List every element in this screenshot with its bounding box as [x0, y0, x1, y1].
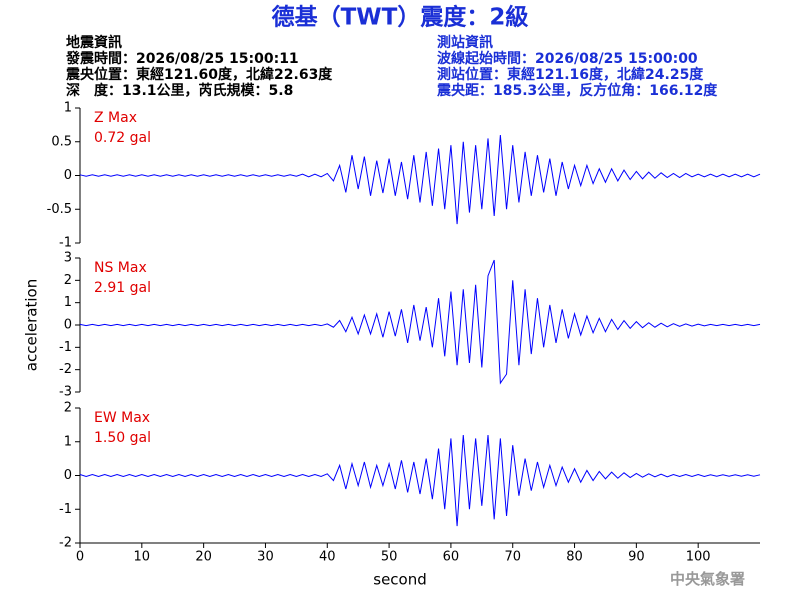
credit: 中央氣象署 — [670, 570, 745, 588]
x-tick-label: 30 — [257, 550, 274, 565]
y-tick-label: -1 — [59, 236, 72, 251]
info-line: 發震時間：2026/08/25 15:00:11 — [65, 50, 299, 67]
component-label: NS Max — [94, 260, 147, 276]
x-tick-label: 80 — [566, 550, 583, 565]
x-tick-label: 60 — [443, 550, 460, 565]
y-tick-label: -2 — [59, 536, 72, 551]
waveform — [79, 134, 761, 225]
y-axis-label: acceleration — [23, 279, 41, 371]
component-label: Z Max — [94, 110, 137, 126]
x-axis-label: second — [373, 571, 427, 589]
y-tick-label: -2 — [59, 362, 72, 377]
component-label: EW Max — [94, 410, 150, 426]
y-tick-label: -3 — [59, 385, 72, 400]
title: 德基（TWT）震度：2級 — [272, 4, 529, 31]
max-label: 0.72 gal — [94, 130, 151, 146]
y-tick-label: 1 — [64, 295, 72, 310]
y-tick-label: 1 — [64, 101, 72, 116]
x-tick-label: 20 — [195, 550, 212, 565]
y-tick-label: 0 — [64, 468, 72, 483]
x-tick-label: 50 — [381, 550, 398, 565]
y-tick-label: 0 — [64, 168, 72, 183]
y-tick-label: 1 — [64, 434, 72, 449]
x-tick-label: 70 — [504, 550, 521, 565]
x-tick-label: 10 — [134, 550, 151, 565]
y-tick-label: -1 — [59, 340, 72, 355]
info-line: 震央位置：東經121.60度，北緯22.63度 — [65, 66, 333, 83]
y-tick-label: -1 — [59, 502, 72, 517]
info-line: 深 度：13.1公里，芮氏規模：5.8 — [66, 82, 293, 99]
x-tick-label: 40 — [319, 550, 336, 565]
station-line: 波線起始時間：2026/08/25 15:00:00 — [437, 50, 698, 67]
max-label: 1.50 gal — [94, 430, 151, 446]
y-tick-label: 2 — [64, 273, 72, 288]
x-tick-label: 0 — [76, 550, 84, 565]
y-tick-label: 3 — [64, 251, 72, 266]
station-line: 測站位置：東經121.16度，北緯24.25度 — [437, 66, 704, 83]
waveform — [79, 259, 761, 385]
y-tick-label: -0.5 — [47, 202, 72, 217]
station-line: 測站資訊 — [437, 34, 493, 51]
y-tick-label: 0.5 — [51, 134, 72, 149]
info-line: 地震資訊 — [66, 34, 122, 51]
y-tick-label: 2 — [64, 401, 72, 416]
x-tick-label: 100 — [686, 550, 711, 565]
y-tick-label: 0 — [64, 318, 72, 333]
max-label: 2.91 gal — [94, 280, 151, 296]
x-tick-label: 90 — [628, 550, 645, 565]
station-line: 震央距：185.3公里，反方位角：166.12度 — [436, 82, 718, 99]
waveform — [79, 434, 761, 527]
